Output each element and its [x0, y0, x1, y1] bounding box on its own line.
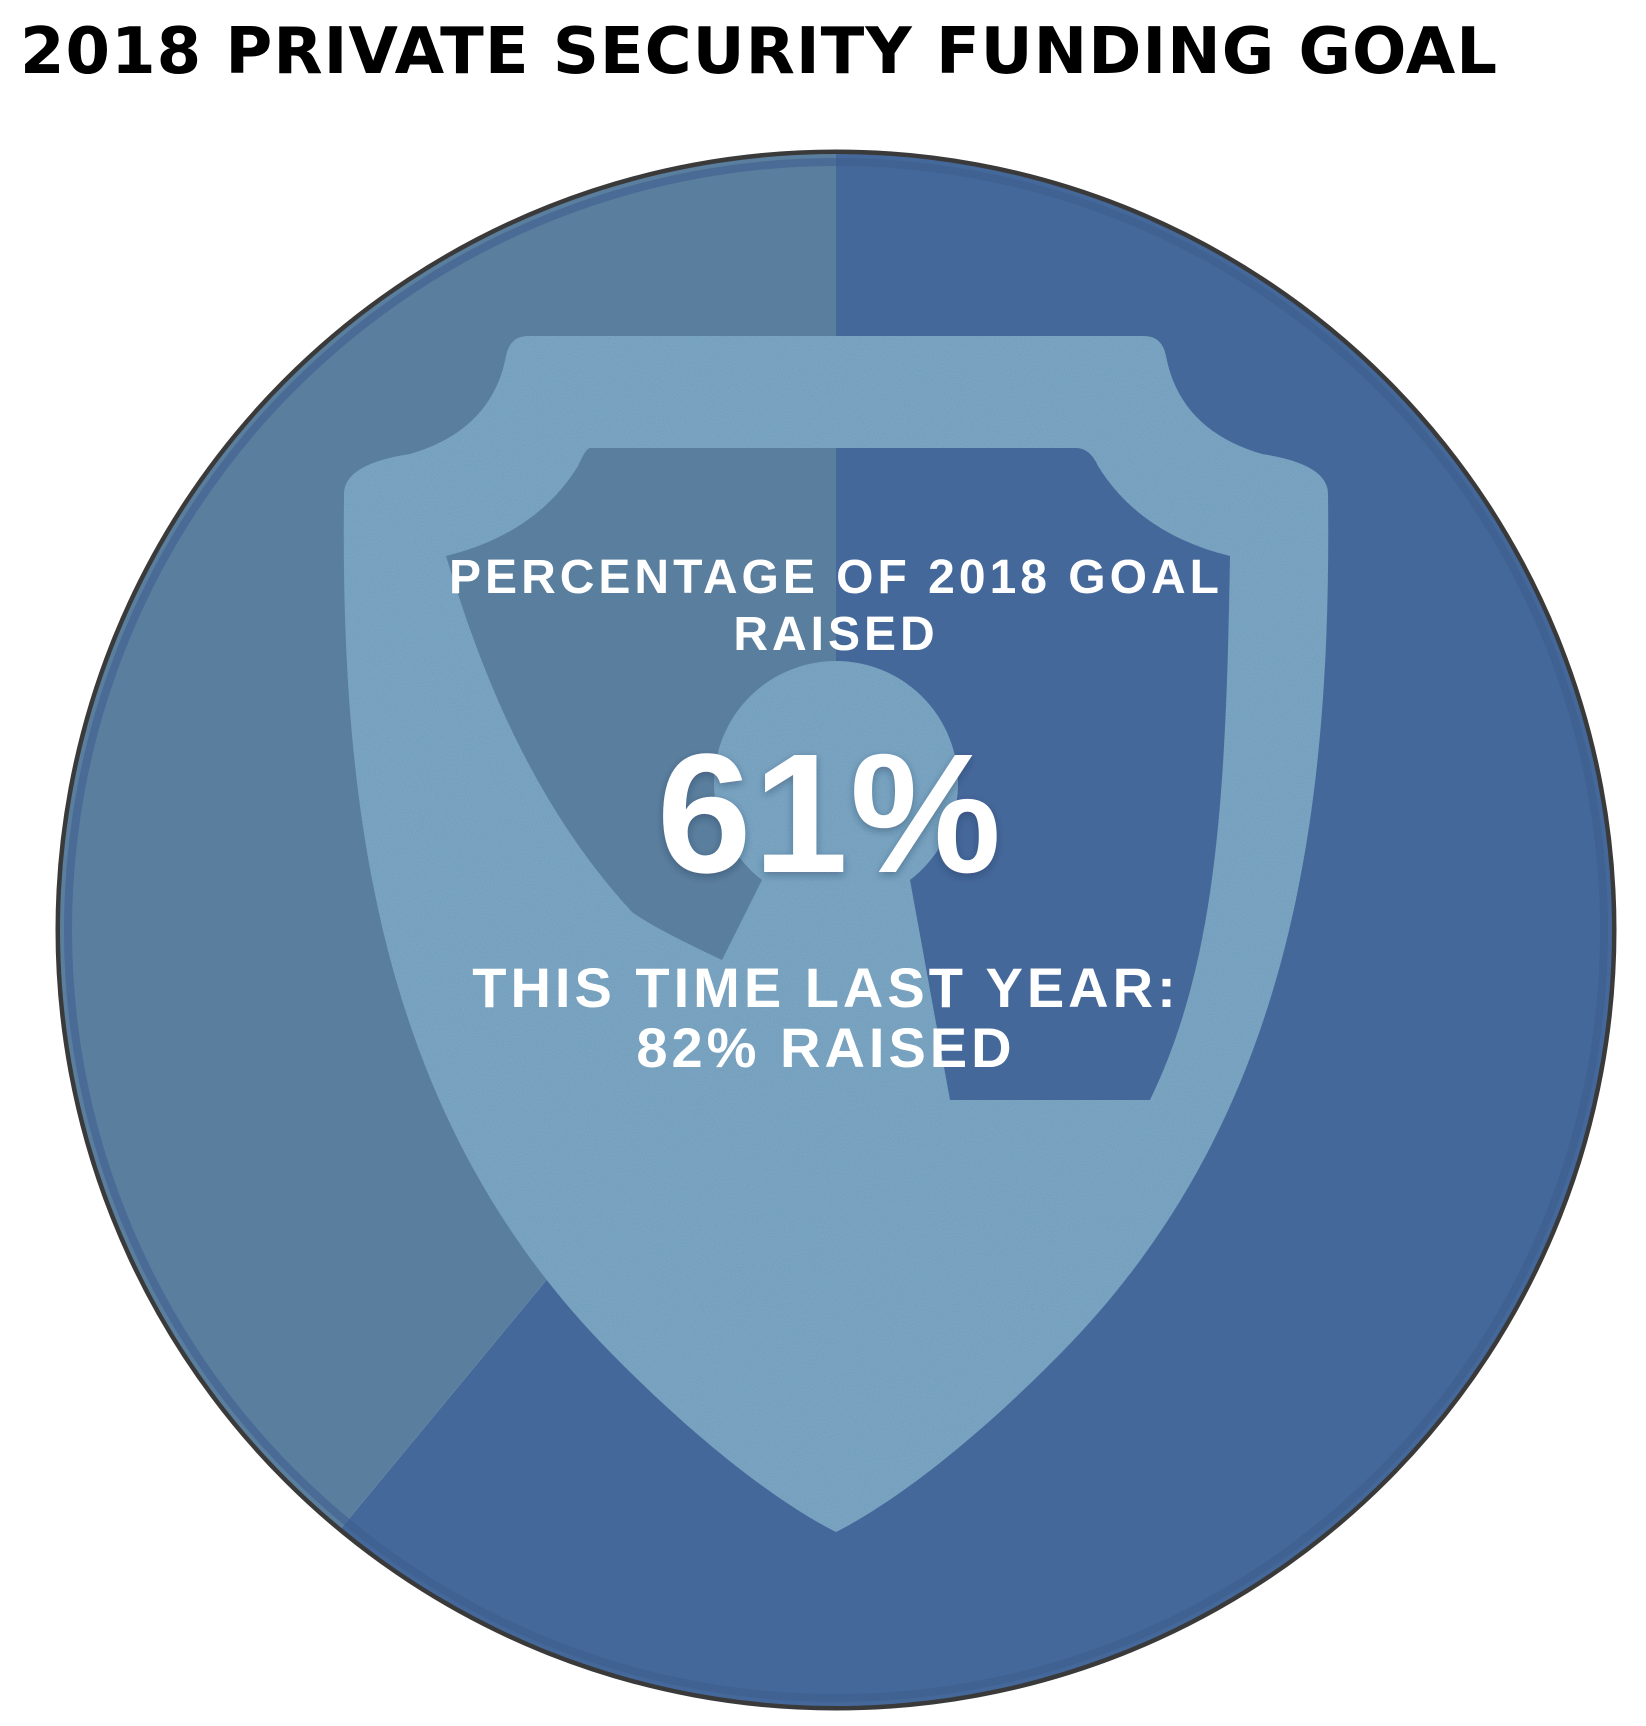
pie-outline — [55, 149, 1617, 1711]
comparison-line-2: 82% RAISED — [636, 1016, 1015, 1079]
value-label: 61% — [657, 719, 1003, 909]
pie-inner-rim — [64, 158, 1608, 1702]
label-line-1: PERCENTAGE OF 2018 GOAL — [449, 551, 1223, 604]
comparison-line-1: THIS TIME LAST YEAR: — [472, 956, 1179, 1019]
label-line-2: RAISED — [733, 608, 938, 661]
page-title: 2018 PRIVATE SECURITY FUNDING GOAL — [20, 15, 1499, 89]
shield-keyhole-icon — [343, 336, 1329, 1532]
